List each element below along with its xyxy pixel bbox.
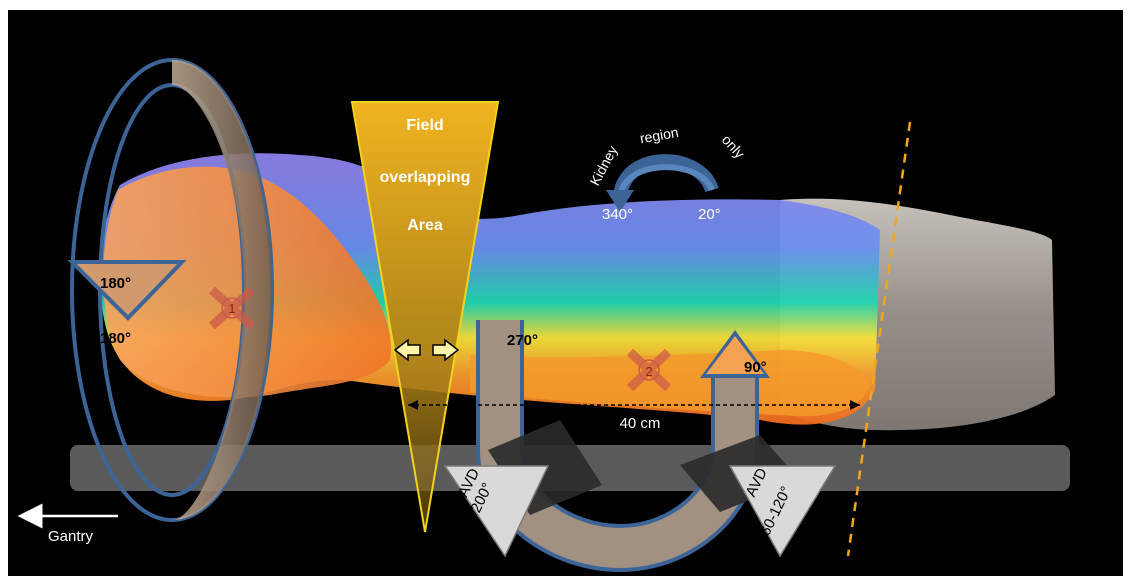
avd-right-triangle: [728, 465, 837, 558]
length-label: 40 cm: [620, 415, 661, 432]
kidney-arc-arrowhead: [606, 190, 634, 212]
isocenter-2-marker: [626, 348, 672, 392]
body-arc-right-angle: 90°: [744, 359, 767, 376]
field-overlap-line3: Area: [407, 217, 443, 234]
head-arc-lower-angle: 180°: [100, 330, 131, 347]
body-arc-left-angle: 270°: [507, 332, 538, 349]
field-overlap-triangle: [350, 101, 500, 533]
isocenter-1-marker: [208, 286, 256, 330]
gantry-label: Gantry: [48, 528, 94, 545]
body-arc-arrowhead: [706, 336, 764, 374]
avd-left-triangle: [443, 465, 550, 558]
head-arc-upper-angle: 180°: [100, 275, 131, 292]
field-overlap-line1: Field: [406, 117, 443, 134]
isocenter-1-label: 1: [228, 301, 235, 316]
field-overlap-line2: overlapping: [380, 169, 471, 186]
head-arc-arrow: [67, 260, 187, 321]
body-dose-band: [470, 350, 870, 417]
isocenter-2-label: 2: [645, 364, 652, 379]
head-arc-band: [172, 60, 272, 520]
kidney-start-angle: 340°: [602, 206, 633, 223]
kidney-end-angle: 20°: [698, 206, 721, 223]
length-measurement: [408, 400, 860, 410]
region-word: region: [639, 124, 680, 147]
kidney-arc-highlight: [617, 164, 715, 201]
overlap-double-arrow: [393, 338, 460, 362]
